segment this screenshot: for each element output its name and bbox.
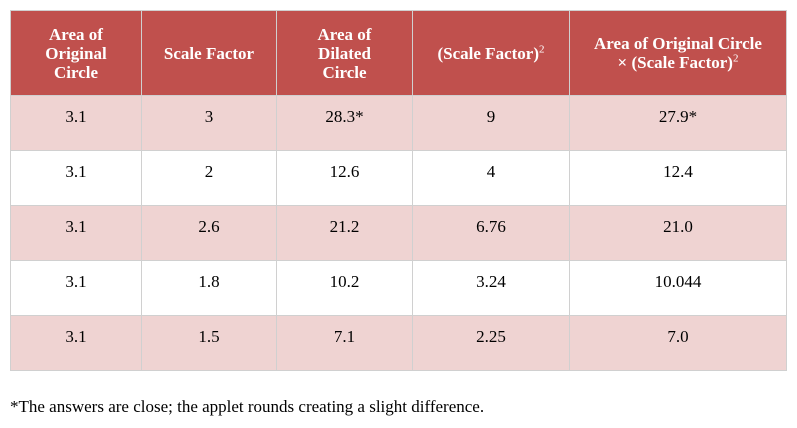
cell-scale-factor: 2 [141,150,277,206]
table-row: 3.1 1.8 10.2 3.24 10.044 [10,260,787,316]
table-body: 3.1 3 28.3* 9 27.9* 3.1 2 12.6 4 12.4 3.… [10,95,787,371]
table-header: Area of Original Circle Scale Factor Are… [10,10,787,96]
header-product: Area of Original Circle × (Scale Factor)2 [569,10,787,96]
table-row: 3.1 2.6 21.2 6.76 21.0 [10,205,787,261]
cell-product: 27.9* [569,95,787,151]
header-product-line1: Area of Original Circle [594,34,762,53]
cell-area-original: 3.1 [10,205,142,261]
table-row: 3.1 1.5 7.1 2.25 7.0 [10,315,787,371]
table-row: 3.1 2 12.6 4 12.4 [10,150,787,206]
cell-area-original: 3.1 [10,95,142,151]
header-product-exponent: 2 [732,52,739,65]
cell-scale-factor: 1.8 [141,260,277,316]
cell-area-dilated: 7.1 [276,315,413,371]
cell-product: 21.0 [569,205,787,261]
header-scale-factor-squared-text: (Scale Factor) [437,43,539,63]
cell-area-original: 3.1 [10,315,142,371]
header-scale-factor: Scale Factor [141,10,277,96]
header-product-line2: × (Scale Factor) [617,53,733,72]
cell-area-dilated: 10.2 [276,260,413,316]
cell-area-dilated: 21.2 [276,205,413,261]
cell-scale-factor: 2.6 [141,205,277,261]
cell-area-dilated: 28.3* [276,95,413,151]
cell-area-original: 3.1 [10,150,142,206]
table-row: 3.1 3 28.3* 9 27.9* [10,95,787,151]
cell-scale-factor: 3 [141,95,277,151]
footnote: *The answers are close; the applet round… [10,397,485,416]
cell-scale-factor-squared: 9 [412,95,570,151]
cell-scale-factor-squared: 2.25 [412,315,570,371]
header-area-original: Area of Original Circle [10,10,142,96]
cell-product: 12.4 [569,150,787,206]
cell-area-original: 3.1 [10,260,142,316]
cell-product: 10.044 [569,260,787,316]
cell-scale-factor-squared: 6.76 [412,205,570,261]
cell-area-dilated: 12.6 [276,150,413,206]
header-row: Area of Original Circle Scale Factor Are… [10,10,787,96]
header-scale-factor-squared: (Scale Factor)2 [412,10,570,96]
header-scale-factor-squared-exponent: 2 [538,42,545,55]
header-area-dilated: Area of Dilated Circle [276,10,413,96]
cell-scale-factor: 1.5 [141,315,277,371]
cell-scale-factor-squared: 3.24 [412,260,570,316]
cell-scale-factor-squared: 4 [412,150,570,206]
data-table: Area of Original Circle Scale Factor Are… [10,10,787,371]
cell-product: 7.0 [569,315,787,371]
